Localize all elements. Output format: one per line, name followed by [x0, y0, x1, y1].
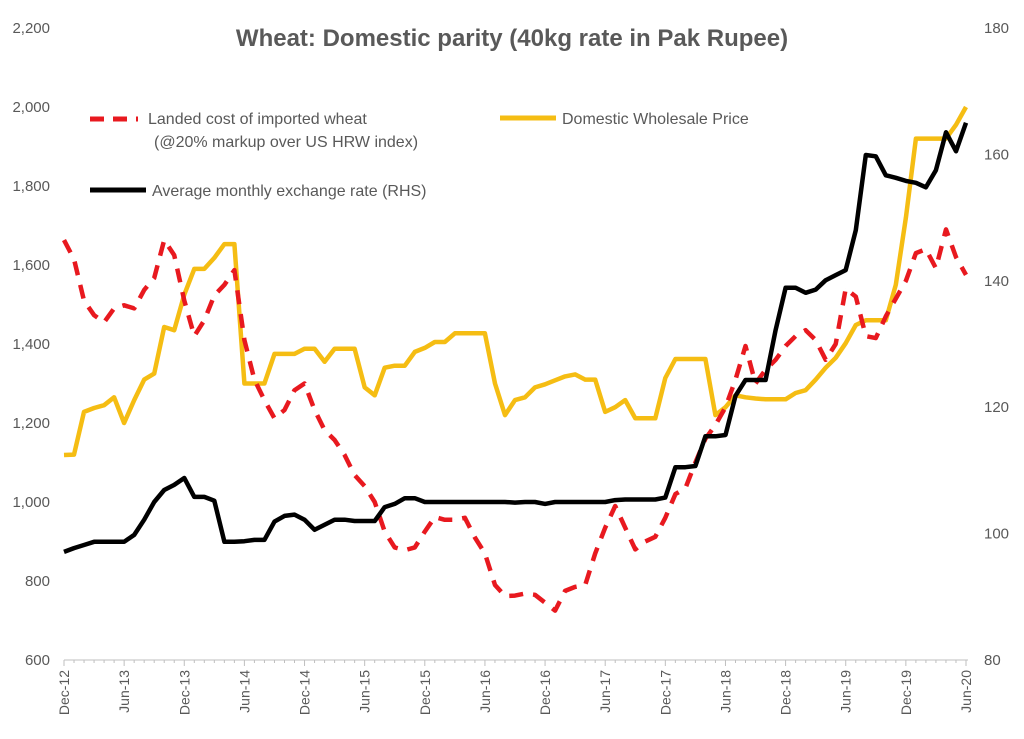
y2-tick-label: 160 [984, 146, 1009, 163]
series-line-landed-cost [64, 229, 966, 610]
y2-tick-label: 100 [984, 526, 1009, 543]
x-tick-label: Dec-12 [56, 670, 72, 715]
y2-tick-label: 140 [984, 273, 1009, 290]
x-tick-label: Dec-17 [657, 670, 673, 715]
chart-title: Wheat: Domestic parity (40kg rate in Pak… [236, 25, 788, 52]
y2-tick-label: 120 [984, 399, 1009, 416]
y-tick-label: 800 [25, 573, 50, 590]
x-tick-label: Jun-18 [717, 670, 733, 713]
y-tick-label: 1,600 [12, 257, 50, 274]
legend-label-exchange-rate: Average monthly exchange rate (RHS) [152, 183, 427, 200]
x-tick-label: Jun-19 [838, 670, 854, 713]
x-tick-label: Dec-19 [898, 670, 914, 715]
y-tick-label: 600 [25, 652, 50, 669]
y-tick-label: 1,200 [12, 415, 50, 432]
legend: Landed cost of imported wheat (@20% mark… [90, 111, 749, 200]
y-tick-label: 1,800 [12, 178, 50, 195]
x-tick-label: Dec-15 [417, 670, 433, 715]
x-tick-label: Jun-16 [477, 670, 493, 713]
y-tick-label: 2,000 [12, 99, 50, 116]
y-tick-label: 1,400 [12, 336, 50, 353]
y2-tick-label: 80 [984, 652, 1001, 669]
legend-label-landed-cost: Landed cost of imported wheat [148, 111, 367, 128]
y-tick-label: 2,200 [12, 20, 50, 37]
x-tick-label: Jun-20 [958, 670, 974, 713]
x-tick-label: Jun-15 [357, 670, 373, 713]
x-tick-label: Jun-13 [116, 670, 132, 713]
x-tick-label: Jun-14 [236, 670, 252, 713]
legend-label-domestic-price: Domestic Wholesale Price [562, 111, 749, 128]
legend-label-landed-cost-line2: (@20% markup over US HRW index) [154, 134, 418, 151]
x-tick-label: Dec-13 [176, 670, 192, 715]
x-tick-label: Dec-14 [297, 670, 313, 715]
x-tick-label: Dec-18 [778, 670, 794, 715]
x-tick-label: Jun-17 [597, 670, 613, 713]
y-tick-label: 1,000 [12, 494, 50, 511]
x-tick-label: Dec-16 [537, 670, 553, 715]
y2-tick-label: 180 [984, 20, 1009, 37]
series-line-domestic-price [64, 107, 966, 455]
